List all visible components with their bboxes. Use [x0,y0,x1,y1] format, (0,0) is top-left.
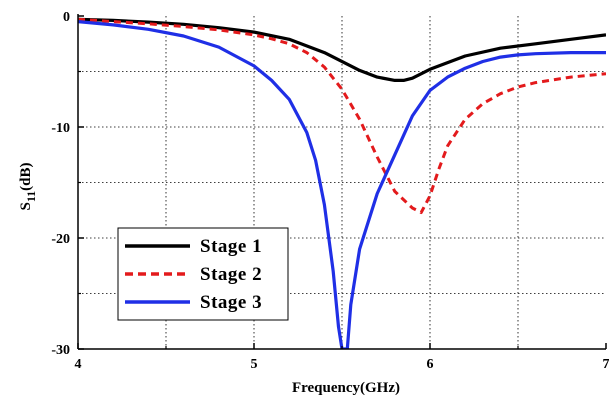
y-tick-label: -10 [51,121,70,136]
x-axis-label: Frequency(GHz) [292,380,400,396]
series-line-stage-1 [78,17,606,82]
y-axis-label-unit: (dB) [18,162,34,190]
series-line-stage-3 [78,20,606,349]
y-tick-label: -30 [51,343,70,358]
axes [77,14,607,350]
legend-label: Stage 1 [200,236,262,257]
y-tick-label: 0 [63,10,70,25]
legend: Stage 1 Stage 2 Stage 3 [117,227,289,321]
tick-labels: 4 5 6 7 0 -10 -20 -30 [51,10,609,372]
legend-box [117,227,289,321]
series-line-stage-2 [78,17,606,214]
y-axis-label-main: S [18,202,34,210]
legend-label: Stage 3 [200,292,262,313]
y-axis-label-subscript: 11 [24,191,38,202]
y-tick-label: -20 [51,232,70,247]
x-tick-label: 6 [427,357,434,372]
plot-area [78,17,606,349]
legend-label: Stage 2 [200,264,262,285]
x-tick-label: 5 [251,357,258,372]
y-axis-label: S11(dB) [18,162,38,210]
x-tick-label: 4 [75,357,82,372]
x-tick-label: 7 [603,357,609,372]
